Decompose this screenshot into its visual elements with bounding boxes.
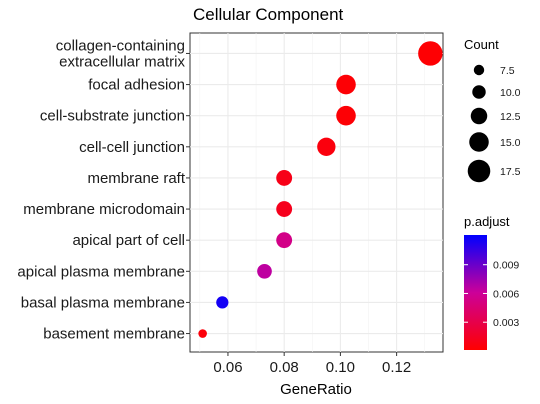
size-legend-label: 15.0 [500, 137, 521, 149]
y-tick-label: membrane microdomain [23, 201, 185, 218]
size-legend: Count 7.5 10.0 12.5 15.0 17.5 [464, 37, 521, 183]
color-legend: p.adjust 0.003 0.006 0.009 [464, 214, 519, 350]
data-point [317, 137, 336, 156]
size-legend-key [473, 64, 485, 76]
size-legend-title: Count [464, 37, 499, 52]
x-tick-label: 0.06 [213, 359, 242, 376]
y-tick-label: cell-substrate junction [40, 108, 185, 125]
y-tick-label: membrane raft [87, 170, 185, 187]
size-legend-label: 12.5 [500, 111, 521, 123]
color-legend-label: 0.009 [493, 260, 519, 272]
y-tick-label: collagen-containing extracellular matrix [56, 37, 186, 70]
data-point [276, 201, 293, 218]
x-tick-label: 0.12 [382, 359, 411, 376]
data-point [336, 74, 356, 95]
x-tick-label: 0.08 [270, 359, 299, 376]
data-point [418, 41, 443, 66]
size-legend-key [469, 132, 489, 152]
color-legend-title: p.adjust [464, 214, 510, 229]
x-axis-label: GeneRatio [280, 381, 352, 398]
y-tick-label: basement membrane [43, 326, 185, 343]
data-point [276, 232, 293, 249]
color-legend-label: 0.003 [493, 317, 519, 329]
plot-panel [189, 32, 444, 353]
size-legend-key [470, 107, 488, 125]
chart-title: Cellular Component [193, 5, 344, 24]
y-tick-label: apical plasma membrane [17, 263, 185, 280]
data-point [257, 263, 272, 279]
y-tick-label: focal adhesion [88, 77, 185, 94]
color-legend-label: 0.006 [493, 288, 519, 300]
y-tick-label: apical part of cell [72, 232, 185, 249]
x-tick-label: 0.10 [326, 359, 355, 376]
data-point [216, 296, 229, 309]
size-legend-key [467, 159, 491, 183]
data-point [336, 105, 356, 126]
data-point [276, 169, 293, 186]
size-legend-label: 7.5 [500, 65, 515, 77]
y-tick-label: cell-cell junction [79, 139, 185, 156]
data-points [198, 41, 443, 338]
size-legend-label: 17.5 [500, 166, 521, 178]
size-legend-key [472, 85, 486, 99]
size-legend-label: 10.0 [500, 87, 521, 99]
color-legend-bar [464, 235, 487, 350]
x-axis: 0.06 0.08 0.10 0.12 [213, 352, 411, 376]
data-point [198, 329, 207, 338]
grid-lines [190, 33, 443, 352]
y-axis: collagen-containing extracellular matrix f… [17, 37, 190, 343]
y-tick-label: basal plasma membrane [21, 294, 185, 311]
